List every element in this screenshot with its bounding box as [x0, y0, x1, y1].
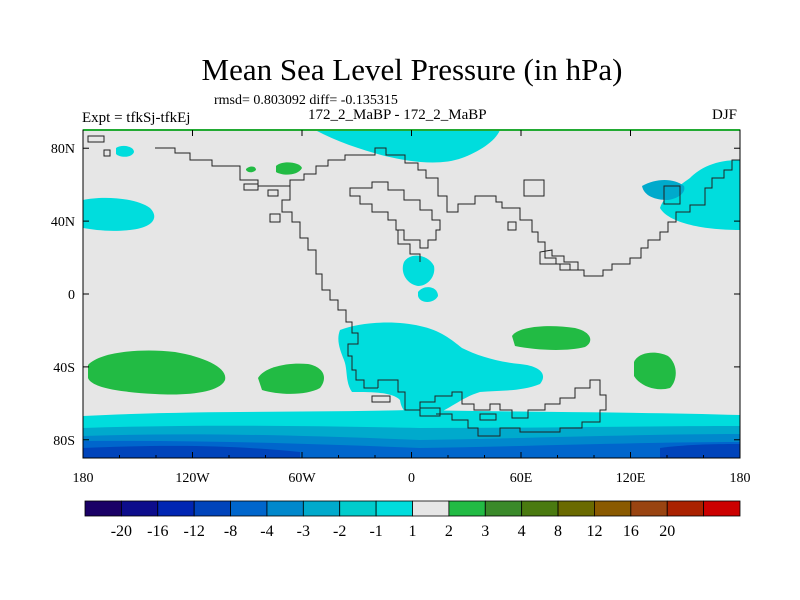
island-arctic-west-2	[103, 149, 111, 157]
island-arctic-mid	[243, 183, 259, 191]
colorbar-label: 8	[554, 523, 562, 540]
colorbar-swatch	[120, 500, 159, 517]
colorbar-swatch	[157, 500, 195, 517]
colorbar-label: 3	[481, 523, 489, 540]
inland-sea-outline	[349, 181, 441, 249]
colorbar-swatch	[339, 500, 377, 517]
colorbar-swatch	[521, 500, 559, 517]
south-continent-outline	[377, 379, 607, 437]
pacific-low-dark	[642, 180, 685, 200]
south-atlantic-low	[338, 322, 544, 418]
colorbar-swatch	[594, 500, 632, 517]
colorbar: -20 -16 -12 -8 -4 -3 -2 -1 1 2 3 4 8 12 16 20	[84, 500, 741, 540]
y-tick-label: 80N	[51, 142, 75, 157]
coastlines	[87, 135, 740, 437]
colorbar-label: 20	[659, 523, 675, 540]
island-ocean-south	[371, 395, 391, 403]
colorbar-swatch	[193, 500, 231, 517]
x-tick-label: 180	[730, 471, 751, 486]
colorbar-swatch	[703, 500, 741, 517]
colorbar-label: 2	[445, 523, 453, 540]
colorbar-label: 4	[518, 523, 526, 540]
colorbar-swatch	[630, 500, 668, 517]
season-label: DJF	[712, 107, 738, 123]
central-low-south	[418, 287, 438, 302]
statistics-label: rmsd= 0.803092 diff= -0.135315	[214, 93, 398, 108]
island-arctic-mid-2	[267, 189, 279, 197]
indian-ocean-high	[512, 326, 591, 350]
x-tick-label: 120W	[175, 471, 210, 486]
colorbar-label: -12	[184, 523, 205, 540]
australia-high	[634, 352, 676, 390]
x-tick-label: 180	[73, 471, 94, 486]
colorbar-label: -1	[369, 523, 382, 540]
north-high	[276, 162, 302, 175]
south-pacific-high-west	[88, 350, 226, 395]
positive-anomaly-regions	[88, 162, 676, 395]
colorbar-label: -8	[224, 523, 237, 540]
arctic-low	[315, 130, 500, 163]
colorbar-swatch	[666, 500, 705, 517]
south-pacific-high-east	[258, 363, 324, 394]
x-tick-label: 120E	[616, 471, 646, 486]
colorbar-label: -20	[111, 523, 132, 540]
eastern-basin-outline	[397, 230, 421, 262]
y-tick-label: 80S	[53, 434, 75, 449]
colorbar-swatch	[484, 500, 523, 517]
band-minus8-east	[660, 444, 740, 458]
gulf-outline	[539, 249, 579, 271]
y-tick-label: 40S	[53, 361, 75, 376]
island-pacific	[663, 185, 681, 205]
island-ocean-south-2	[419, 407, 441, 417]
band-minus8	[83, 445, 300, 458]
colorbar-swatch	[412, 500, 450, 517]
southern-ocean-anomaly-bands	[83, 410, 740, 458]
north-atlantic-low	[83, 197, 155, 231]
map-panel	[83, 130, 740, 458]
y-tick-label: 40N	[51, 215, 75, 230]
island-antarctic	[479, 413, 497, 421]
colorbar-label: 1	[409, 523, 417, 540]
continent-west-margin	[281, 186, 378, 389]
colorbar-swatch	[448, 500, 486, 517]
colorbar-swatch	[557, 500, 595, 517]
north-high-small	[246, 166, 256, 173]
x-tick-label: 0	[408, 471, 415, 486]
colorbar-label: 16	[623, 523, 639, 540]
colorbar-swatch	[230, 500, 268, 517]
x-tick-label: 60W	[288, 471, 316, 486]
x-tick-label: 60E	[510, 471, 533, 486]
colorbar-label: -16	[147, 523, 168, 540]
colorbar-swatch	[302, 500, 341, 517]
colorbar-swatch	[84, 500, 122, 517]
plot-title: Mean Sea Level Pressure (in hPa)	[201, 52, 623, 87]
map-axes: 180 120W 60W 0 60E 120E 180 80N 40N 0 40S 80S	[51, 130, 751, 486]
colorbar-label: -2	[333, 523, 346, 540]
colorbar-swatch	[266, 500, 304, 517]
main-continent-outline	[155, 147, 740, 277]
arctic-low-small	[116, 145, 134, 157]
island-central	[507, 221, 517, 231]
colorbar-label: -3	[297, 523, 310, 540]
island-mid-left	[269, 213, 281, 223]
colorbar-label: -4	[260, 523, 273, 540]
experiment-label: Expt = tfkSj-tfkEj	[82, 110, 191, 126]
y-tick-label: 0	[68, 288, 75, 303]
island-arctic-west	[87, 135, 105, 143]
colorbar-swatch	[375, 500, 413, 517]
colorbar-label: 12	[586, 523, 602, 540]
run-comparison-label: 172_2_MaBP - 172_2_MaBP	[308, 107, 487, 123]
island-ne	[523, 179, 545, 197]
central-low-north	[402, 255, 435, 286]
